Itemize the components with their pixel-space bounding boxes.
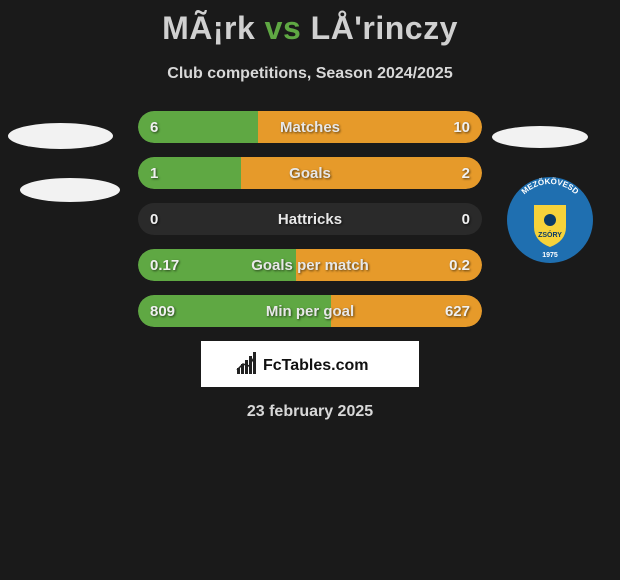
ellipse-left-1 [8, 123, 113, 149]
stat-row: 0 0Hattricks [138, 203, 482, 235]
player-left-name: MÃ¡rk [162, 10, 255, 46]
ellipse-right-1 [492, 126, 588, 148]
brand-footer: FcTables.com [201, 341, 419, 387]
stat-row: 809627Min per goal [138, 295, 482, 327]
svg-text:ZSÓRY: ZSÓRY [538, 230, 562, 239]
svg-text:1975: 1975 [542, 252, 558, 259]
player-right-name: LÅ'rinczy [311, 10, 458, 46]
svg-text:FcTables.com: FcTables.com [263, 357, 369, 374]
stat-row: 0.170.2Goals per match [138, 249, 482, 281]
stat-label: Hattricks [138, 203, 482, 235]
bar-right [258, 111, 482, 143]
stat-value-right: 0.2 [449, 249, 470, 281]
stat-value-right: 10 [453, 111, 470, 143]
stat-row: 610Matches [138, 111, 482, 143]
fctables-logo: FcTables.com [235, 350, 385, 378]
stat-value-right: 0 [462, 203, 470, 235]
stat-value-left: 809 [150, 295, 175, 327]
stat-row: 12Goals [138, 157, 482, 189]
stat-value-right: 2 [462, 157, 470, 189]
stat-value-left: 0 [150, 203, 158, 235]
stat-value-left: 1 [150, 157, 158, 189]
vs-text: vs [265, 10, 302, 46]
stat-value-left: 0.17 [150, 249, 179, 281]
ellipse-left-2 [20, 178, 120, 202]
club-badge-right: MEZŐKÖVESD ZSÓRY 1975 [500, 177, 600, 263]
stat-value-right: 627 [445, 295, 470, 327]
bar-right [241, 157, 482, 189]
date: 23 february 2025 [0, 403, 620, 421]
subtitle: Club competitions, Season 2024/2025 [0, 65, 620, 83]
stat-value-left: 6 [150, 111, 158, 143]
comparison-title: MÃ¡rk vs LÅ'rinczy [0, 0, 620, 47]
